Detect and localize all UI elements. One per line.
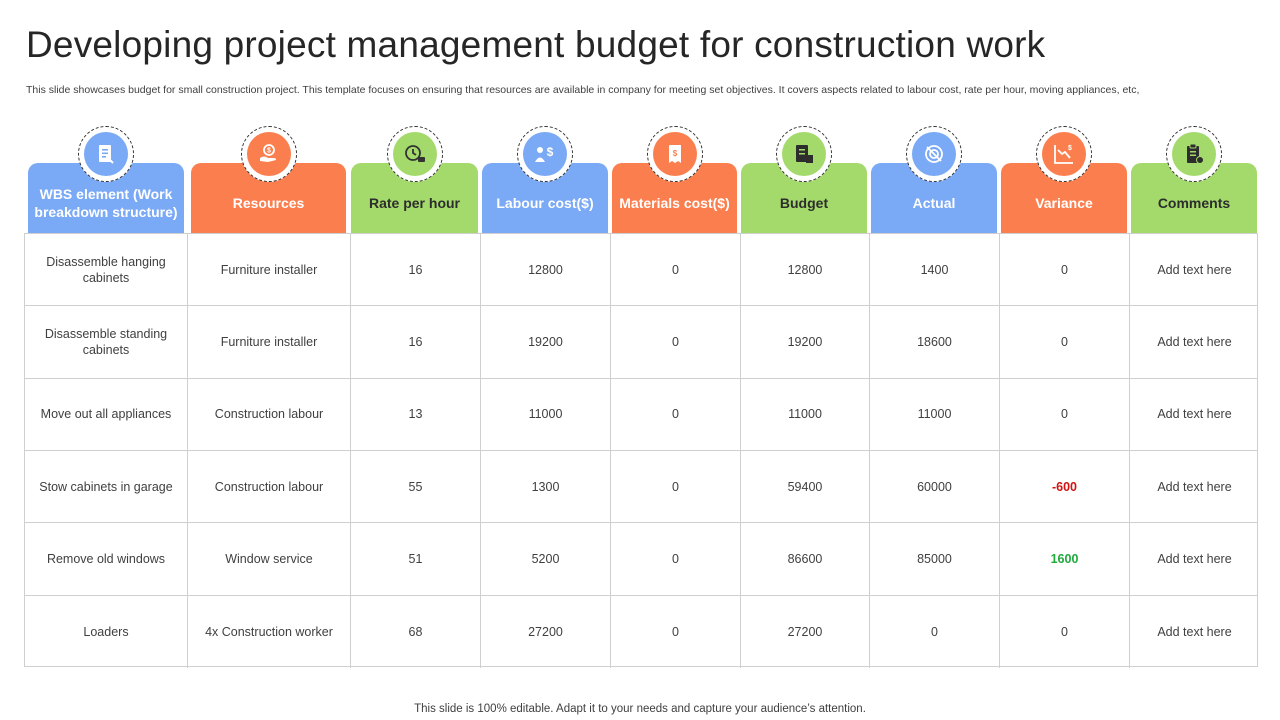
table-cell: Remove old windows [25, 523, 188, 595]
budget-sheet-icon-badge [776, 126, 832, 182]
table-cell: Construction labour [188, 378, 351, 450]
svg-text:$: $ [547, 145, 554, 159]
budget-sheet-icon [782, 132, 826, 176]
table-row: Move out all appliances Construction labo… [25, 378, 1257, 451]
workers-dollar-icon: $ [523, 132, 567, 176]
budget-table: Disassemble hanging cabinets Furniture in… [24, 233, 1258, 668]
table-cell: Stow cabinets in garage [25, 451, 188, 523]
table-cell: 86600 [741, 523, 870, 595]
receipt-icon-badge: $ [646, 126, 703, 182]
table-cell: 4x Construction worker [188, 595, 351, 668]
table-cell: Disassemble standing cabinets [25, 306, 188, 378]
money-hand-icon: $ [246, 132, 291, 176]
table-cell: 12800 [741, 234, 870, 306]
column-header-7: Actual [871, 163, 997, 233]
comment-cell: Add text here [1157, 624, 1232, 639]
table-cell: 19200 [741, 306, 870, 378]
clipboard-check-icon [1172, 132, 1216, 176]
table-cell: Construction labour [188, 451, 351, 523]
table-row: Remove old windows Window service 51 5200 0 8… [25, 523, 1257, 596]
page-title: Developing project management budget for… [26, 24, 1046, 65]
table-cell: 0 [611, 306, 741, 378]
money-hand-icon-badge: $ [240, 126, 297, 182]
receipt-icon: $ [652, 132, 697, 176]
table-cell: Loaders [25, 595, 188, 668]
clock-money-icon-badge [386, 126, 443, 182]
table-cell: 13 [351, 378, 481, 450]
comment-cell: Add text here [1157, 334, 1232, 349]
table-row: Stow cabinets in garage Construction labo… [25, 451, 1257, 524]
table-cell: 27200 [741, 595, 870, 668]
table-cell: 0 [611, 523, 741, 595]
table-cell: 0 [870, 595, 1000, 668]
table-cell: 16 [351, 306, 481, 378]
comment-cell: Add text here [1157, 551, 1232, 566]
table-cell: 11000 [741, 378, 870, 450]
table-cell: 51 [351, 523, 481, 595]
table-cell: 5200 [481, 523, 611, 595]
table-cell: 18600 [870, 306, 1000, 378]
table-row: Disassemble standing cabinets Furniture i… [25, 306, 1257, 379]
comment-cell: Add text here [1157, 262, 1232, 277]
table-cell: 0 [611, 378, 741, 450]
table-cell: 1300 [481, 451, 611, 523]
table-cell: 59400 [741, 451, 870, 523]
target-icon-badge [906, 126, 962, 182]
clipboard-check-icon-badge [1166, 126, 1222, 182]
table-cell: 0 [1000, 306, 1130, 378]
table-cell: 16 [351, 234, 481, 306]
workers-dollar-icon-badge: $ [517, 126, 573, 182]
clock-money-icon [392, 132, 437, 176]
table-cell: 1600 [1000, 523, 1130, 595]
table-cell: 1400 [870, 234, 1000, 306]
svg-text:$: $ [267, 148, 271, 155]
table-cell: -600 [1000, 451, 1130, 523]
table-cell: 0 [611, 234, 741, 306]
footer-note: This slide is 100% editable. Adapt it to… [414, 703, 866, 715]
table-cell: 11000 [870, 378, 1000, 450]
comment-cell: Add text here [1157, 407, 1232, 422]
table-cell: 11000 [481, 378, 611, 450]
table-cell: 12800 [481, 234, 611, 306]
table-row: Disassemble hanging cabinets Furniture in… [25, 234, 1257, 307]
table-cell: 60000 [870, 451, 1000, 523]
svg-text:$: $ [672, 149, 677, 158]
table-cell: 0 [611, 451, 741, 523]
table-row: Loaders 4x Construction worker 68 27200 0 272… [25, 595, 1257, 668]
column-header-2: Resources [191, 163, 346, 233]
document-icon-badge [78, 126, 134, 182]
page-subtitle: This slide showcases budget for small co… [26, 84, 1140, 96]
table-cell: 27200 [481, 595, 611, 668]
target-icon [912, 132, 956, 176]
comment-cell: Add text here [1157, 479, 1232, 494]
table-cell: Furniture installer [188, 306, 351, 378]
table-cell: Disassemble hanging cabinets [25, 234, 188, 306]
table-cell: Move out all appliances [25, 378, 188, 450]
table-cell: 0 [1000, 378, 1130, 450]
table-cell: 19200 [481, 306, 611, 378]
document-icon [84, 132, 128, 176]
svg-text:$: $ [1068, 145, 1072, 152]
table-cell: 55 [351, 451, 481, 523]
table-cell: Furniture installer [188, 234, 351, 306]
table-cell: 0 [1000, 234, 1130, 306]
table-cell: 68 [351, 595, 481, 668]
table-cell: 85000 [870, 523, 1000, 595]
chart-down-icon-badge: $ [1036, 126, 1092, 182]
table-cell: 0 [611, 595, 741, 668]
chart-down-icon: $ [1042, 132, 1086, 176]
table-cell: Window service [188, 523, 351, 595]
table-cell: 0 [1000, 595, 1130, 668]
